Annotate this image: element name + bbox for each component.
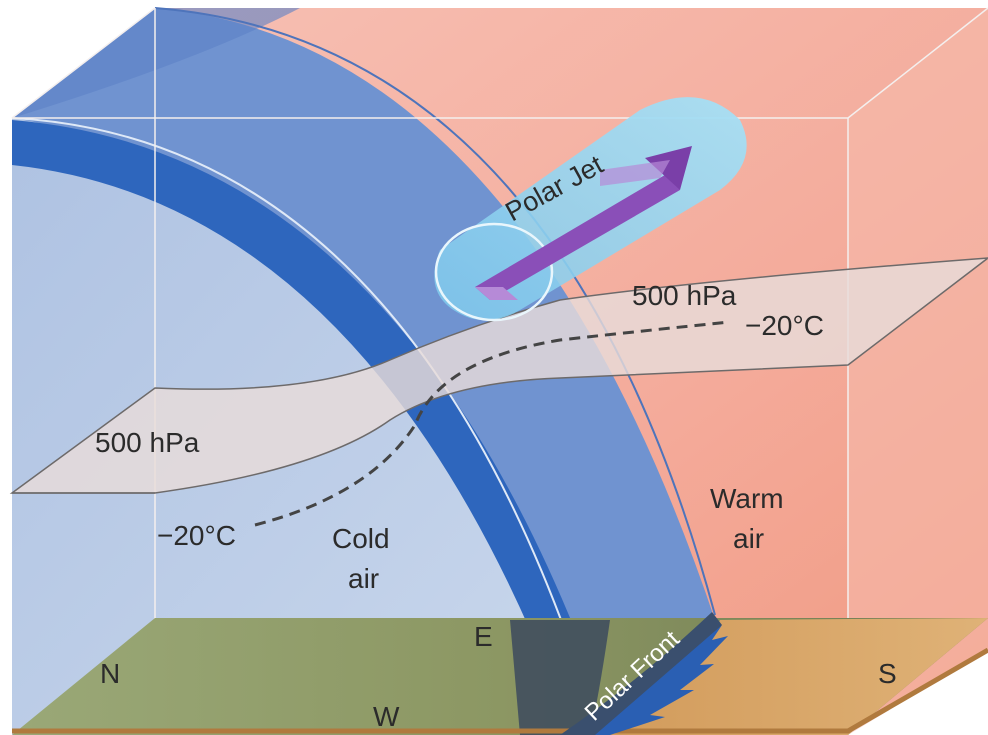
warm-air-label-line1: Warm: [710, 483, 784, 514]
isotherm-line: [254, 320, 731, 527]
compass-north-label: N: [100, 658, 120, 689]
compass-east-label: E: [474, 621, 493, 652]
jet-arrow-icon: [475, 146, 692, 300]
cold-air-label-line1: Cold: [332, 523, 390, 554]
tropopause-band: [12, 120, 575, 630]
temperature-label-upper: −20°C: [745, 310, 824, 341]
pressure-label-lower: 500 hPa: [95, 427, 200, 458]
polar-front-boundary: [560, 612, 728, 735]
front-outer-line: [154, 7, 716, 616]
jet-core-ellipse: [434, 222, 554, 322]
warm-air-label-line2: air: [733, 523, 764, 554]
compass-west-label: W: [373, 701, 400, 732]
compass-south-label: S: [878, 658, 897, 689]
temperature-label-lower: −20°C: [157, 520, 236, 551]
pressure-label-upper: 500 hPa: [632, 280, 737, 311]
pressure-surface-upper: [9, 257, 988, 494]
cold-air-label-line2: air: [348, 563, 379, 594]
front-surface-line: [11, 117, 601, 735]
ground-surface: [12, 618, 988, 735]
